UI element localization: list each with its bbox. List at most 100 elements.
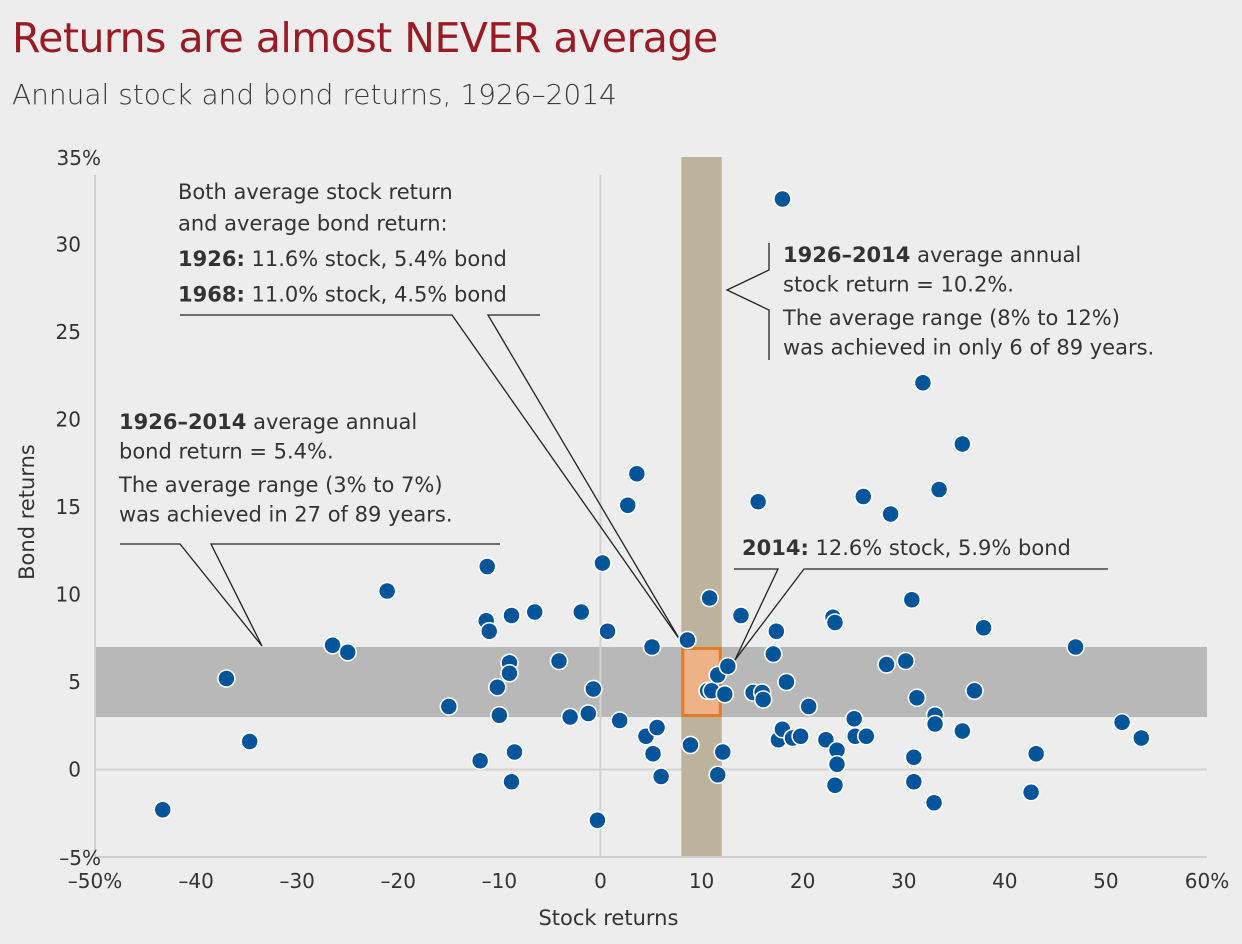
data-point bbox=[1066, 637, 1085, 657]
both-average-annotation-line: 1926: 11.6% stock, 5.4% bond bbox=[178, 247, 507, 271]
data-point bbox=[627, 464, 647, 484]
data-point bbox=[718, 656, 738, 676]
y-tick-label: 35% bbox=[57, 146, 101, 170]
data-point bbox=[748, 492, 768, 512]
x-tick-label: 30 bbox=[891, 869, 916, 893]
bond-average-annotation-line: The average range (3% to 7%) bbox=[118, 473, 443, 497]
both-average-annotation-line: Both average stock return bbox=[178, 180, 453, 204]
data-point bbox=[338, 642, 358, 662]
data-point bbox=[881, 504, 900, 524]
y-tick-label: 15 bbox=[56, 495, 81, 519]
stock-average-annotation-line: 1926–2014 average annual bbox=[783, 243, 1081, 267]
data-point bbox=[153, 800, 173, 820]
data-point bbox=[924, 793, 944, 813]
data-point bbox=[1112, 712, 1132, 732]
bond-average-band bbox=[95, 647, 1207, 717]
data-point bbox=[618, 495, 638, 515]
year-2014-annotation-line: 2014: 12.6% stock, 5.9% bond bbox=[742, 536, 1071, 560]
data-point bbox=[1026, 744, 1046, 764]
stock-callout-bracket bbox=[725, 243, 770, 360]
x-tick-label: –10 bbox=[482, 869, 517, 893]
x-tick-label: –20 bbox=[381, 869, 416, 893]
data-point bbox=[1021, 782, 1041, 802]
data-point bbox=[913, 373, 933, 393]
data-point bbox=[953, 721, 972, 741]
y-tick-label: 25 bbox=[56, 320, 81, 344]
y-tick-label: 0 bbox=[68, 758, 81, 782]
data-point bbox=[439, 697, 459, 716]
x-tick-label: –40 bbox=[178, 869, 213, 893]
data-point bbox=[525, 602, 545, 622]
bond-average-annotation-line: 1926–2014 average annual bbox=[119, 410, 417, 434]
data-point bbox=[827, 754, 847, 774]
data-point bbox=[651, 767, 671, 786]
data-point bbox=[643, 744, 663, 764]
chart-subtitle: Annual stock and bond returns, 1926–2014 bbox=[12, 78, 617, 111]
data-point bbox=[700, 588, 719, 608]
data-point bbox=[767, 621, 786, 641]
data-point bbox=[953, 434, 972, 454]
data-point bbox=[825, 775, 845, 795]
data-point bbox=[974, 618, 993, 638]
data-point bbox=[588, 810, 607, 830]
x-tick-label: –50% bbox=[68, 869, 122, 893]
data-point bbox=[713, 742, 733, 762]
data-point bbox=[678, 630, 697, 650]
x-tick-label: 50 bbox=[1093, 869, 1118, 893]
year-2014-leader-2 bbox=[734, 568, 1108, 661]
data-point bbox=[598, 621, 617, 641]
both-average-annotation-line: 1968: 11.0% stock, 4.5% bond bbox=[178, 283, 507, 307]
data-point bbox=[925, 714, 945, 734]
data-point bbox=[853, 487, 873, 506]
annotations-layer: Both average stock return and average bon… bbox=[118, 180, 1154, 560]
x-tick-label: 60% bbox=[1185, 869, 1229, 893]
y-axis-label: Bond returns bbox=[15, 444, 39, 580]
data-point bbox=[825, 613, 845, 632]
x-tick-label: –30 bbox=[279, 869, 314, 893]
data-point bbox=[593, 553, 612, 573]
both-callout-leader-2 bbox=[486, 314, 681, 641]
data-point bbox=[904, 772, 924, 792]
x-tick-label: 40 bbox=[992, 869, 1017, 893]
x-tick-label: 10 bbox=[689, 869, 714, 893]
bond-callout-leader bbox=[120, 543, 263, 647]
data-point bbox=[844, 709, 864, 729]
data-point bbox=[715, 684, 735, 704]
data-point bbox=[500, 663, 519, 683]
data-point bbox=[477, 557, 497, 576]
x-tick-label: 0 bbox=[594, 869, 607, 893]
bond-average-annotation-line: was achieved in 27 of 89 years. bbox=[119, 503, 453, 527]
data-point bbox=[560, 707, 580, 727]
data-point bbox=[488, 677, 507, 697]
both-callout-leader bbox=[180, 314, 681, 641]
data-point bbox=[579, 704, 598, 723]
data-point bbox=[708, 765, 728, 785]
data-point bbox=[490, 705, 509, 725]
bond-callout-leader-2 bbox=[209, 543, 500, 647]
chart-title: Returns are almost NEVER average bbox=[12, 14, 718, 62]
data-point bbox=[877, 655, 896, 674]
data-point bbox=[896, 651, 916, 671]
data-point bbox=[731, 606, 751, 625]
data-point bbox=[929, 480, 949, 499]
data-point bbox=[773, 189, 792, 209]
x-tick-label: 20 bbox=[790, 869, 815, 893]
data-point bbox=[217, 669, 236, 688]
data-point bbox=[502, 606, 521, 625]
data-point bbox=[904, 747, 924, 767]
bands-layer bbox=[95, 157, 1207, 857]
data-point bbox=[323, 635, 342, 655]
data-point bbox=[505, 742, 524, 762]
data-point bbox=[502, 772, 521, 792]
data-point bbox=[647, 718, 667, 737]
y-tick-label: –5% bbox=[59, 846, 101, 870]
data-point bbox=[642, 637, 662, 657]
data-point bbox=[610, 711, 629, 730]
data-point bbox=[479, 621, 499, 641]
data-point bbox=[549, 651, 569, 671]
both-average-annotation-line: and average bond return: bbox=[178, 212, 448, 236]
data-point bbox=[857, 726, 876, 746]
stock-average-annotation-line: stock return = 10.2%. bbox=[783, 273, 1014, 297]
data-point bbox=[791, 726, 810, 746]
